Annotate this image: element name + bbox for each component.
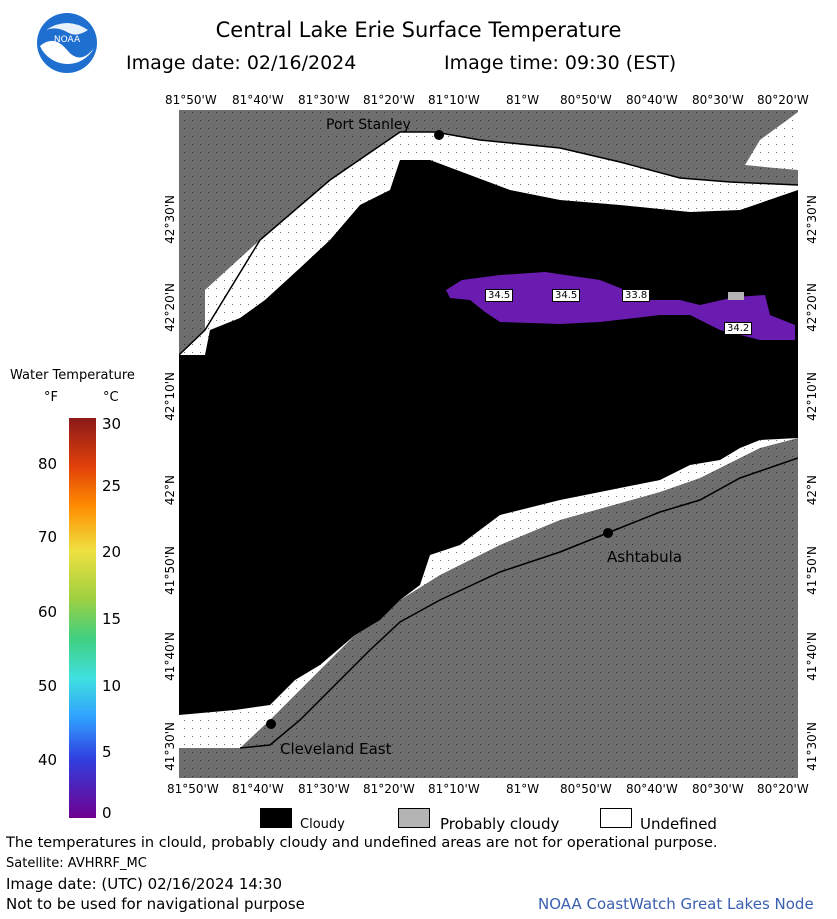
right-lat-label: 41°30'N — [805, 722, 819, 771]
bottom-lon-label: 81°40'W — [232, 782, 284, 796]
grid-dots — [179, 110, 798, 778]
lake-map — [179, 110, 798, 778]
top-lon-label: 81°40'W — [232, 93, 284, 107]
legend-title: Water Temperature — [10, 368, 135, 383]
legend-f-tick: 50 — [38, 677, 58, 695]
top-lon-label: 81°50'W — [165, 93, 217, 107]
right-lat-label: 42°10'N — [805, 372, 819, 421]
key-probably-cloudy-label: Probably cloudy — [440, 815, 560, 833]
left-lat-label: 42°20'N — [163, 283, 177, 332]
right-lat-label: 42°N — [805, 475, 819, 506]
temp-label: 34.5 — [485, 289, 514, 302]
map-title: Central Lake Erie Surface Temperature — [215, 18, 622, 42]
right-lat-label: 41°50'N — [805, 546, 819, 595]
legend-c-tick: 25 — [102, 477, 122, 495]
bottom-lon-label: 81°30'W — [298, 782, 350, 796]
legend-unit-c: °C — [103, 390, 119, 405]
port-stanley-marker — [434, 130, 444, 140]
bottom-lon-label: 80°40'W — [626, 782, 678, 796]
top-lon-label: 81°30'W — [298, 93, 350, 107]
key-cloudy-swatch — [260, 808, 292, 828]
bottom-lon-label: 80°20'W — [757, 782, 809, 796]
legend-f-tick: 40 — [38, 751, 58, 769]
left-lat-label: 42°N — [163, 475, 177, 506]
key-probably-cloudy-swatch — [398, 808, 430, 828]
left-lat-label: 42°10'N — [163, 372, 177, 421]
right-lat-label: 41°40'N — [805, 632, 819, 681]
legend-f-tick: 80 — [38, 455, 58, 473]
top-lon-label: 81°20'W — [363, 93, 415, 107]
temp-label: 34.5 — [552, 289, 581, 302]
top-lon-label: 80°40'W — [626, 93, 678, 107]
legend-colorbar — [69, 418, 96, 818]
temp-label: 34.2 — [724, 322, 753, 335]
port-stanley-label: Port Stanley — [326, 117, 411, 133]
image-time: Image time: 09:30 (EST) — [444, 52, 677, 74]
footer-satellite: Satellite: AVHRRF_MC — [6, 856, 147, 871]
right-lat-label: 42°30'N — [805, 195, 819, 244]
key-cloudy-label: Cloudy — [300, 817, 345, 832]
probably-cloudy-patch — [728, 292, 744, 300]
top-lon-label: 81°W — [506, 93, 540, 107]
key-undefined-label: Undefined — [640, 815, 717, 833]
legend-f-tick: 60 — [38, 603, 58, 621]
footer-nav-warning: Not to be used for navigational purpose — [6, 895, 305, 913]
ashtabula-label: Ashtabula — [607, 548, 683, 566]
legend-unit-f: °F — [44, 390, 58, 405]
bottom-lon-label: 81°10'W — [428, 782, 480, 796]
top-lon-label: 81°10'W — [428, 93, 480, 107]
legend-c-tick: 30 — [102, 415, 122, 433]
bottom-lon-label: 81°20'W — [363, 782, 415, 796]
legend-c-tick: 20 — [102, 543, 122, 561]
left-lat-label: 41°50'N — [163, 546, 177, 595]
legend-f-tick: 70 — [38, 528, 58, 546]
top-lon-label: 80°20'W — [757, 93, 809, 107]
north-shoreline — [179, 131, 798, 356]
image-date: Image date: 02/16/2024 — [126, 52, 357, 74]
legend-c-tick: 15 — [102, 610, 122, 628]
bottom-lon-label: 80°30'W — [692, 782, 744, 796]
top-lon-label: 80°50'W — [560, 93, 612, 107]
bottom-lon-label: 81°50'W — [167, 782, 219, 796]
south-shoreline — [239, 457, 798, 749]
ashtabula-marker — [603, 528, 613, 538]
footer-utc-date: Image date: (UTC) 02/16/2024 14:30 — [6, 875, 283, 893]
bottom-lon-label: 80°50'W — [560, 782, 612, 796]
left-lat-label: 42°30'N — [163, 195, 177, 244]
top-lon-label: 80°30'W — [692, 93, 744, 107]
logo-text: NOAA — [54, 35, 81, 45]
cleveland-east-label: Cleveland East — [280, 740, 392, 758]
right-lat-label: 42°20'N — [805, 283, 819, 332]
key-undefined-swatch — [600, 808, 632, 828]
footer-credit: NOAA CoastWatch Great Lakes Node — [538, 895, 814, 913]
cleveland-east-marker — [266, 719, 276, 729]
cold-water-patch — [446, 272, 795, 340]
left-lat-label: 41°30'N — [163, 722, 177, 771]
legend-c-tick: 0 — [102, 804, 112, 822]
legend-c-tick: 5 — [102, 743, 112, 761]
left-lat-label: 41°40'N — [163, 632, 177, 681]
legend-c-tick: 10 — [102, 677, 122, 695]
temp-label: 33.8 — [622, 289, 651, 302]
noaa-logo-icon: NOAA — [37, 13, 97, 73]
footer-disclaimer: The temperatures in clould, probably clo… — [6, 835, 718, 851]
bottom-lon-label: 81°W — [506, 782, 540, 796]
